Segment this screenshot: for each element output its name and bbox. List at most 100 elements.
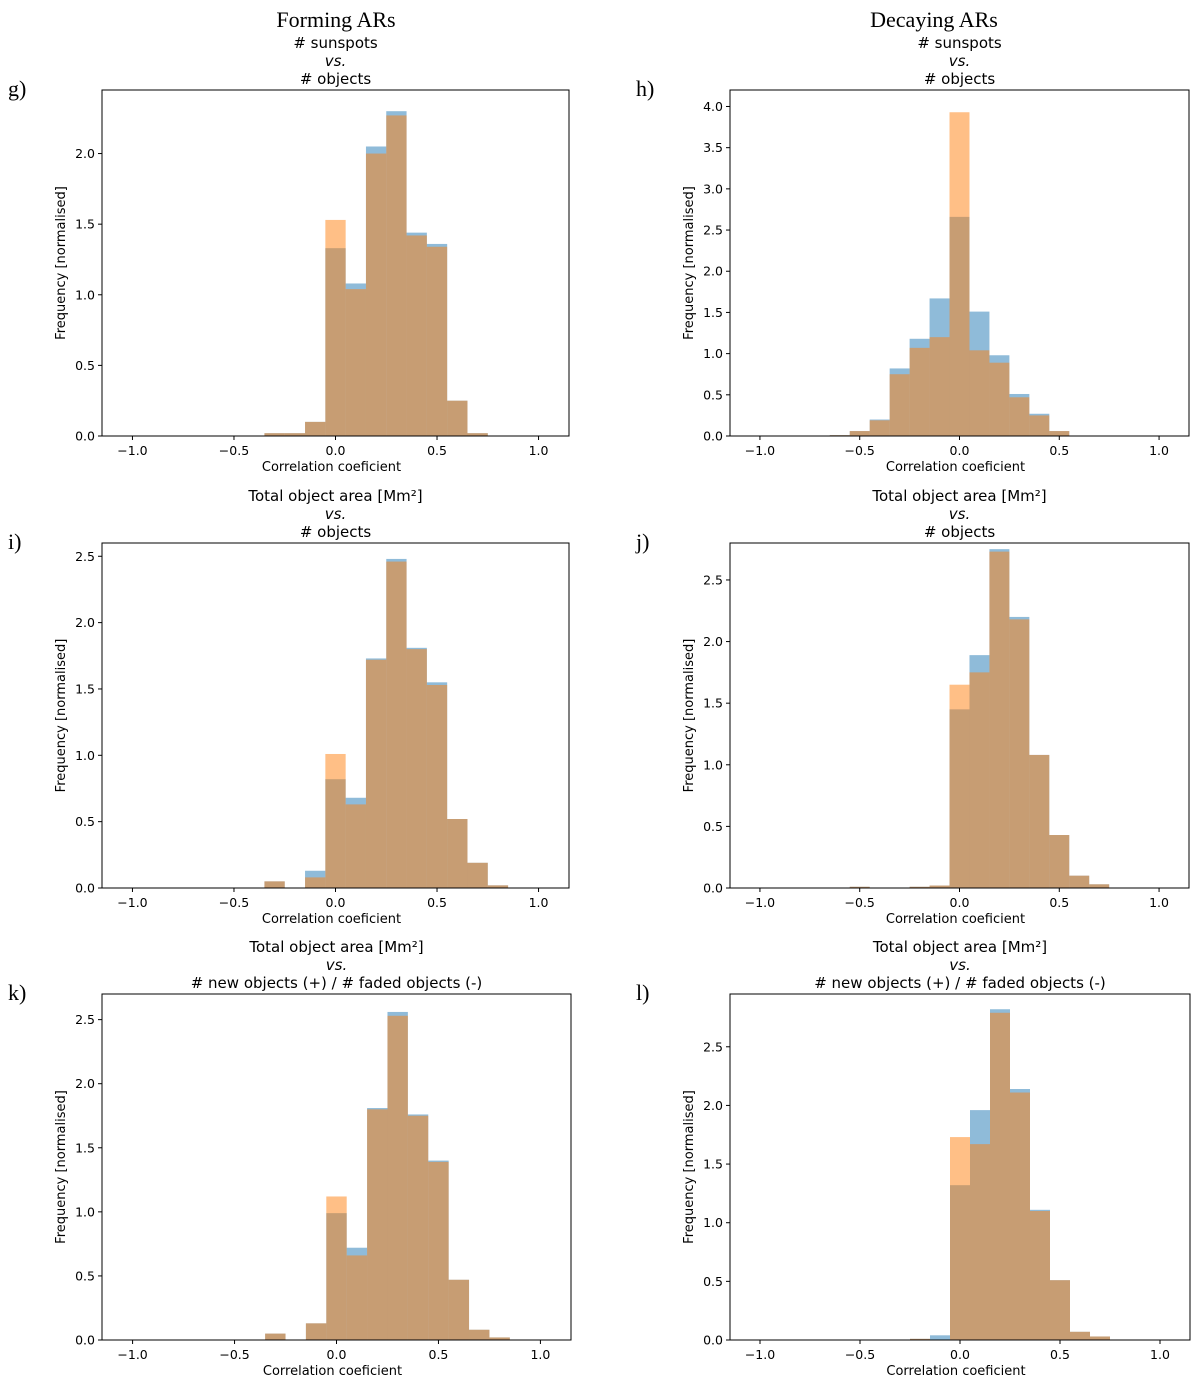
histogram-bar-orange [305,1323,327,1340]
panel-label: i) [8,529,21,554]
y-tick-label: 0.0 [703,881,723,896]
histogram-bar-orange [1049,431,1070,436]
histogram-bar-orange [426,246,448,436]
histogram-bar-orange [869,420,890,436]
y-tick-label: 1.5 [75,1140,95,1155]
histogram-bar-orange [386,115,407,436]
y-tick-label: 2.0 [703,264,723,279]
histogram-bar-orange [386,561,407,888]
chart-title-line: vs. [325,505,346,523]
x-tick-label: −1.0 [745,1347,775,1362]
y-tick-label: 0.0 [703,1333,723,1348]
chart-panel-l: l) Total object area [Mm²]vs.# new object… [636,938,1191,1379]
y-tick-label: 0.5 [75,814,95,829]
y-tick-label: 0.5 [703,1274,723,1289]
histogram-bar-orange [1009,397,1030,436]
x-tick-label: −1.0 [745,443,775,458]
histogram-bar-orange [407,1115,429,1340]
x-axis-label: Correlation coeficient [262,912,401,927]
y-tick-label: 1.0 [703,1215,723,1230]
y-tick-label: 2.0 [75,146,95,161]
chart-title-line: # new objects (+) / # faded objects (-) [191,974,483,992]
chart-panel-j: j) Total object area [Mm²]vs.# objects −1.… [635,487,1190,927]
column-title-decaying: Decaying ARs [870,7,998,32]
y-axis-label: Frequency [normalised] [54,1090,69,1244]
histogram-bar-orange [326,1196,347,1340]
histogram-bar-orange [406,649,427,888]
y-tick-label: 0.5 [75,358,95,373]
histogram-bar-orange [1069,875,1090,888]
x-tick-label: −0.5 [845,895,875,910]
panel-label: k) [8,980,26,1005]
histogram-bar-orange [1009,619,1030,888]
x-axis-label: Correlation coeficient [262,460,401,475]
x-tick-label: 1.0 [1149,895,1169,910]
histogram-bar-orange [325,219,346,436]
histogram-bar-orange [849,886,870,888]
histogram-bar-orange [969,350,990,436]
y-tick-label: 1.5 [75,681,95,696]
histogram-bar-orange [447,819,468,888]
y-axis-label: Frequency [normalised] [54,186,69,340]
histogram-bar-orange [989,362,1010,436]
x-tick-label: −1.0 [117,443,147,458]
x-tick-label: 0.0 [950,443,970,458]
histogram-bar-orange [949,684,970,888]
y-tick-label: 2.0 [703,634,723,649]
histogram-bar-orange [264,881,285,888]
histogram-bar-orange [365,659,387,888]
y-axis-label: Frequency [normalised] [682,1090,697,1244]
x-tick-label: −1.0 [117,895,147,910]
panel-label: l) [636,980,649,1005]
histogram-bar-orange [970,1144,990,1340]
histogram-bar-orange [284,433,306,436]
histogram-bar-orange [489,1337,510,1340]
y-tick-label: 1.0 [75,1204,95,1219]
histogram-bar-orange [1050,1280,1070,1340]
histogram-bar-orange [447,400,468,436]
y-tick-label: 0.5 [703,387,723,402]
x-tick-label: 0.0 [327,1347,347,1362]
y-tick-label: 0.0 [75,1333,95,1348]
y-tick-label: 1.5 [75,217,95,232]
histogram-bar-orange [1030,1210,1050,1340]
histogram-bar-orange [909,347,930,436]
y-tick-label: 1.0 [703,757,723,772]
x-tick-label: −0.5 [219,895,249,910]
histogram-bar-orange [448,1279,470,1340]
chart-title-line: # objects [924,523,996,541]
x-tick-label: 0.0 [950,1347,970,1362]
y-tick-label: 2.0 [75,1076,95,1091]
histogram-bar-orange [365,153,387,436]
y-tick-label: 0.0 [703,429,723,444]
chart-panel-k: k) Total object area [Mm²]vs.# new object… [8,938,572,1379]
histogram-bar-orange [1010,1092,1030,1340]
x-tick-label: 1.0 [529,895,549,910]
histogram-bar-orange [265,1333,286,1340]
panel-label: j) [635,529,649,554]
x-axis-label: Correlation coeficient [263,1364,402,1379]
chart-title-line: Total object area [Mm²] [247,487,422,505]
x-tick-label: 1.0 [529,443,549,458]
y-tick-label: 1.0 [75,287,95,302]
x-tick-label: 1.0 [530,1347,550,1362]
y-tick-label: 0.5 [703,819,723,834]
histogram-bar-orange [387,1015,408,1340]
y-tick-label: 2.5 [703,572,723,587]
y-tick-label: 2.5 [75,1012,95,1027]
x-axis-label: Correlation coeficient [886,1364,1025,1379]
y-tick-label: 1.5 [703,1157,723,1172]
chart-title-line: vs. [326,956,347,974]
y-tick-label: 0.5 [75,1268,95,1283]
y-tick-label: 1.0 [75,748,95,763]
histogram-bar-orange [1029,754,1050,888]
x-axis-label: Correlation coeficient [886,460,1025,475]
y-tick-label: 2.0 [75,615,95,630]
x-tick-label: 0.0 [950,895,970,910]
histogram-bar-orange [406,235,427,436]
y-tick-label: 2.0 [703,1098,723,1113]
x-tick-label: −0.5 [845,1347,875,1362]
